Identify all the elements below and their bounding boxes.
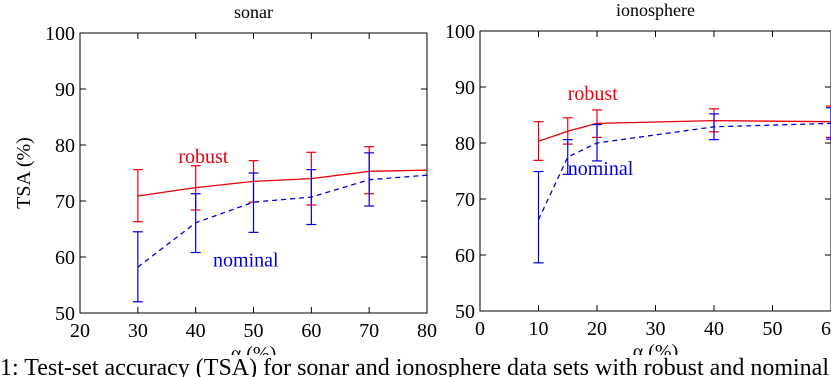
series-line-robust	[538, 119, 831, 142]
errorbar-nominal	[306, 169, 317, 226]
x-tick-label: 20	[587, 318, 607, 340]
errorbar-nominal	[592, 123, 602, 162]
plot-frame	[479, 30, 831, 312]
x-tick-label: 0	[475, 318, 485, 340]
y-tick-label: 90	[55, 79, 75, 101]
x-tick-label: 80	[417, 320, 437, 342]
chart-title: ionosphere	[616, 0, 695, 20]
errorbar-nominal	[132, 231, 143, 303]
errorbar-robust	[132, 169, 143, 223]
y-axis-label: TSA (%)	[13, 137, 35, 209]
errorbar-robust	[533, 121, 544, 161]
figure-caption: 1: Test-set accuracy (TSA) for sonar and…	[0, 355, 831, 377]
x-tick-label: 60	[301, 320, 321, 342]
x-tick-label: 10	[529, 318, 549, 340]
y-tick-label: 70	[55, 191, 75, 213]
x-tick-label: 30	[128, 320, 148, 342]
y-tick-label: 60	[55, 247, 75, 269]
errorbar-nominal	[190, 193, 201, 254]
y-tick-label: 50	[455, 301, 475, 323]
y-tick-label: 80	[455, 133, 475, 155]
y-tick-label: 50	[55, 303, 75, 325]
x-tick-label: 40	[186, 320, 206, 342]
series-line-nominal	[137, 174, 427, 268]
x-axis-label: α (%)	[231, 343, 276, 355]
errorbar-nominal	[248, 172, 259, 233]
chart-title: sonar	[234, 2, 273, 22]
errorbar-nominal	[562, 139, 573, 175]
errorbar-nominal	[364, 152, 375, 207]
x-tick-label: 40	[704, 318, 724, 340]
x-tick-label: 60	[821, 318, 831, 340]
x-tick-label: 30	[646, 318, 666, 340]
annotation-robust: robust	[178, 146, 228, 168]
y-tick-label: 80	[55, 135, 75, 157]
y-tick-label: 70	[455, 189, 475, 211]
y-tick-label: 60	[455, 245, 475, 267]
series-line-nominal	[537, 122, 831, 220]
x-axis-label: α (%)	[633, 341, 678, 355]
errorbar-robust	[826, 105, 831, 138]
x-tick-label: 70	[359, 320, 379, 342]
annotation-nominal: nominal	[213, 250, 279, 272]
panel-sonar: sonar 20 30 40 50 60 70 80 50 60 70 80 90 100 α (%) TSA…	[13, 2, 437, 355]
plot-area	[533, 105, 831, 264]
x-tick-label: 50	[244, 320, 264, 342]
annotation-nominal: nominal	[568, 158, 634, 180]
series-line-robust	[137, 169, 427, 197]
y-tick-label: 100	[445, 21, 475, 43]
annotation-robust: robust	[568, 83, 618, 105]
panel-ionosphere: ionosphere 0 10 20 30 40 50 60 50 60 70 80 90 100 α (%…	[445, 0, 831, 355]
errorbar-nominal	[709, 113, 719, 141]
x-tick-label: 50	[763, 318, 783, 340]
errorbar-nominal	[826, 107, 831, 140]
x-tick-label: 20	[70, 320, 90, 342]
y-tick-label: 100	[45, 23, 75, 45]
errorbar-nominal	[533, 170, 544, 264]
plot-area	[132, 146, 427, 303]
y-tick-label: 90	[455, 77, 475, 99]
